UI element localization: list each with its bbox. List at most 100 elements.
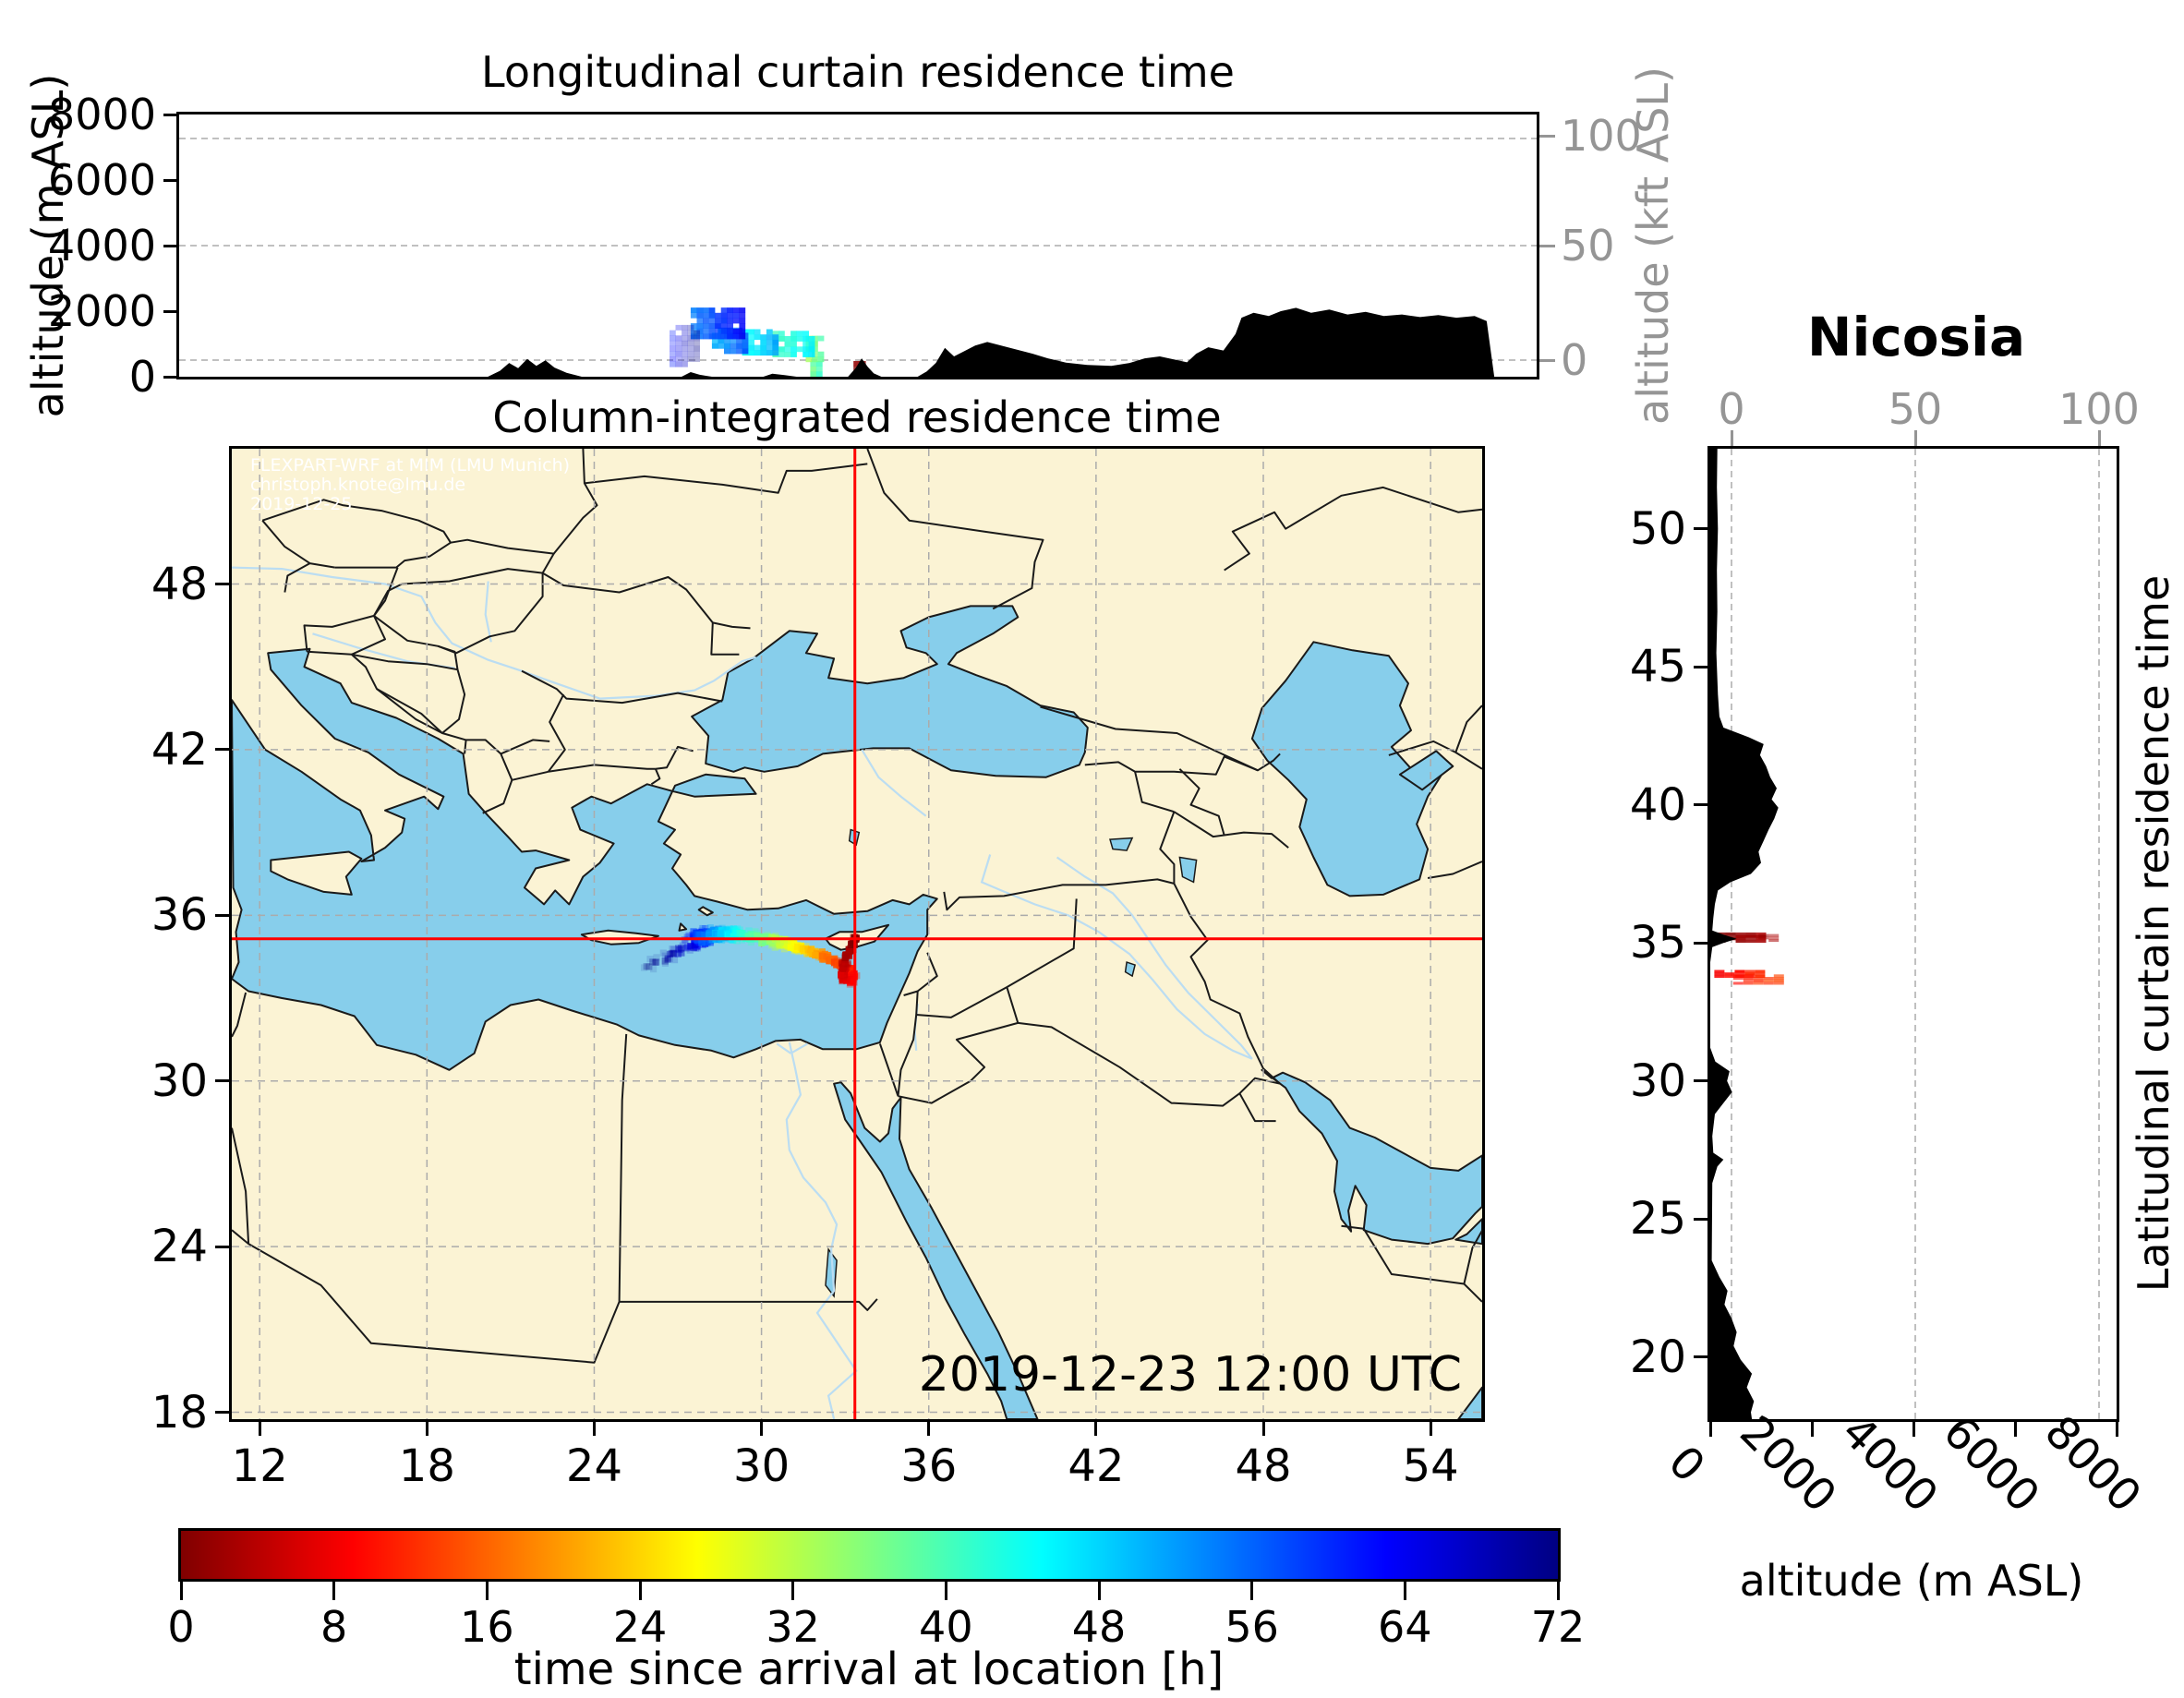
top-ytick-label: 0: [128, 352, 156, 402]
lat-xtick-label: 6000: [1933, 1405, 2050, 1523]
colorbar-tick-label: 40: [919, 1602, 973, 1652]
lat-xtick-label: 4000: [1831, 1405, 1949, 1523]
lat-top-tick: [1730, 430, 1733, 446]
map-xtick: [592, 1422, 596, 1436]
colorbar-tick-label: 56: [1225, 1602, 1279, 1652]
map-xtick: [1261, 1422, 1265, 1436]
map-panel-title: Column-integrated residence time: [492, 392, 1222, 442]
lat-top-tick-label: 0: [1718, 384, 1745, 434]
colorbar-tick-label: 16: [460, 1602, 514, 1652]
map-xtick: [760, 1422, 764, 1436]
map-xtick-label: 36: [900, 1440, 958, 1492]
lat-xtick: [2013, 1422, 2017, 1437]
lat-top-tick-label: 50: [1888, 384, 1943, 434]
colorbar-tick: [332, 1582, 336, 1600]
watermark: FLEXPART-WRF at MIM (LMU Munich) christo…: [250, 456, 570, 514]
colorbar-gradient: [181, 1531, 1558, 1579]
colorbar-tick: [944, 1582, 947, 1600]
watermark-line-3: 2019-12-25: [250, 494, 353, 514]
lat-xtick: [1810, 1422, 1814, 1437]
map-xtick-label: 30: [733, 1440, 790, 1492]
map-xtick-label: 12: [231, 1440, 288, 1492]
lat-ytick-label: 45: [1629, 641, 1686, 693]
map-ytick: [215, 913, 229, 917]
lat-xtick-label: 2000: [1730, 1405, 1847, 1523]
latitudinal-curtain-panel: [1707, 446, 2119, 1422]
colorbar: [178, 1528, 1561, 1582]
top-ytick-label: 4000: [47, 221, 156, 271]
lat-xtick: [1912, 1422, 1915, 1437]
lat-ytick: [1694, 1355, 1707, 1359]
top-right-tick: [1539, 134, 1555, 138]
map-xtick-label: 18: [398, 1440, 455, 1492]
colorbar-tick: [485, 1582, 489, 1600]
map-xtick: [1429, 1422, 1432, 1436]
lat-xtick-label: 0: [1658, 1436, 1715, 1493]
colorbar-tick-label: 64: [1378, 1602, 1432, 1652]
longitudinal-panel-title: Longitudinal curtain residence time: [481, 47, 1235, 97]
colorbar-tick: [638, 1582, 642, 1600]
map-ytick-label: 24: [151, 1221, 208, 1273]
colorbar-tick-label: 48: [1071, 1602, 1127, 1652]
top-left-tick: [163, 375, 179, 379]
lat-ytick: [1694, 527, 1707, 531]
latitudinal-xlabel: altitude (m ASL): [1739, 1556, 2084, 1606]
latitudinal-curtain-plot: [1710, 449, 2100, 1419]
lat-ytick: [1694, 803, 1707, 807]
top-left-tick: [163, 178, 179, 182]
top-left-tick: [163, 309, 179, 313]
colorbar-tick: [179, 1582, 183, 1600]
map-datetime-label: 2019-12-23 12:00 UTC: [918, 1347, 1462, 1403]
latitudinal-right-label: Latitudinal curtain residence time: [2129, 574, 2178, 1293]
top-ytick-label: 8000: [47, 90, 156, 139]
watermark-line-1: FLEXPART-WRF at MIM (LMU Munich): [250, 455, 571, 476]
map-ytick: [215, 583, 229, 585]
top-kft-tick-label: 50: [1561, 221, 1615, 271]
top-left-tick: [163, 113, 179, 116]
lat-xtick: [1708, 1422, 1712, 1437]
top-right-tick: [1539, 244, 1555, 247]
colorbar-tick: [1403, 1582, 1406, 1600]
map-ytick-label: 36: [151, 889, 208, 942]
colorbar-tick-label: 8: [320, 1602, 348, 1652]
map-xtick-label: 48: [1235, 1440, 1292, 1492]
lat-ytick-label: 50: [1629, 502, 1686, 555]
map-xtick-label: 42: [1068, 1440, 1125, 1492]
map-xtick: [425, 1422, 428, 1436]
longitudinal-curtain-panel: [176, 112, 1539, 379]
map-xtick-label: 54: [1402, 1440, 1459, 1492]
watermark-line-2: christoph.knote@lmu.de: [250, 475, 466, 495]
lat-ytick-label: 40: [1629, 778, 1686, 831]
lat-ytick: [1694, 941, 1707, 945]
lat-xtick-label: 8000: [2034, 1405, 2152, 1523]
map-ytick-label: 42: [151, 723, 208, 776]
lat-top-tick: [1913, 430, 1917, 446]
colorbar-label: time since arrival at location [h]: [513, 1644, 1225, 1695]
map-ytick: [215, 1245, 229, 1248]
colorbar-tick-label: 24: [612, 1602, 668, 1652]
map-ytick-label: 48: [151, 558, 208, 610]
colorbar-tick: [791, 1582, 795, 1600]
map-ytick-label: 30: [151, 1054, 208, 1107]
lat-ytick: [1694, 1217, 1707, 1221]
lat-ytick-label: 30: [1629, 1054, 1686, 1107]
lat-xtick: [2115, 1422, 2118, 1437]
colorbar-tick: [1250, 1582, 1254, 1600]
lat-ytick: [1694, 1079, 1707, 1083]
longitudinal-curtain-plot: [179, 138, 1537, 377]
lat-ytick-label: 20: [1629, 1331, 1686, 1383]
lat-top-tick: [2097, 430, 2101, 446]
top-ytick-label: 6000: [47, 155, 156, 205]
lat-top-tick-label: 100: [2058, 384, 2140, 434]
map-xtick: [1094, 1422, 1098, 1436]
map-xtick: [258, 1422, 261, 1436]
map-ytick: [215, 1411, 229, 1415]
column-integrated-map: [232, 449, 1482, 1419]
top-kft-tick-label: 100: [1561, 111, 1642, 161]
map-ytick: [215, 1079, 229, 1083]
map-ytick: [215, 748, 229, 752]
lat-ytick: [1694, 665, 1707, 668]
colorbar-tick: [1097, 1582, 1101, 1600]
top-kft-tick-label: 0: [1561, 335, 1588, 385]
